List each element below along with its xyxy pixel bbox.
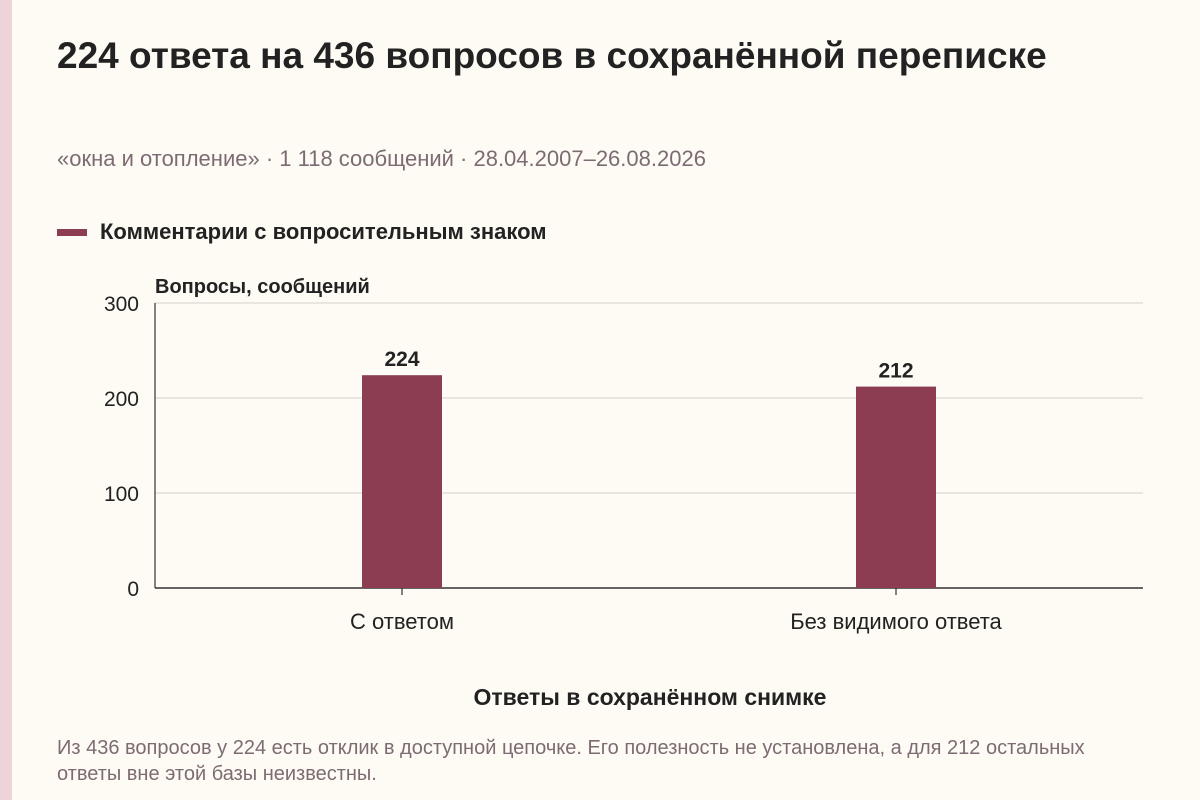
- y-axis-title: Вопросы, сообщений: [155, 276, 370, 298]
- side-accent-strip: [0, 0, 12, 800]
- x-tick-label: С ответом: [350, 609, 454, 634]
- bar-value-label: 212: [878, 360, 913, 383]
- legend: Комментарии с вопросительным знаком: [57, 219, 547, 245]
- x-axis-title: Ответы в сохранённом снимке: [473, 684, 827, 710]
- bar: [362, 375, 442, 588]
- chart-title: 224 ответа на 436 вопросов в сохранённой…: [57, 35, 1047, 76]
- y-tick-label: 300: [104, 293, 139, 316]
- bar-value-label: 224: [384, 348, 419, 371]
- chart-subtitle: «окна и отопление» · 1 118 сообщений · 2…: [57, 146, 706, 171]
- y-tick-label: 100: [104, 483, 139, 506]
- footnote: Из 436 вопросов у 224 есть отклик в дост…: [57, 737, 1085, 785]
- y-tick-label: 200: [104, 388, 139, 411]
- legend-swatch: [57, 228, 87, 236]
- x-tick-label: Без видимого ответа: [790, 609, 1002, 634]
- legend-label: Комментарии с вопросительным знаком: [100, 219, 547, 244]
- y-tick-label: 0: [127, 578, 139, 601]
- bar: [856, 386, 936, 588]
